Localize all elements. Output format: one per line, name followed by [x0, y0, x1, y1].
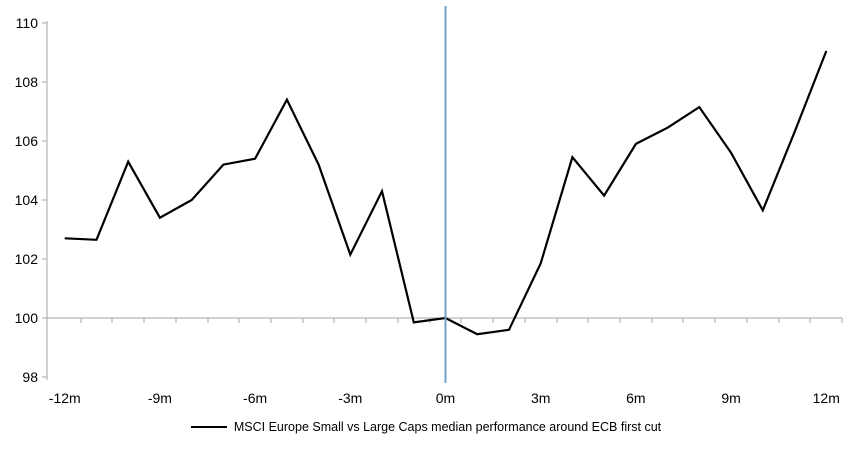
y-tick-label: 102: [15, 251, 39, 267]
legend: MSCI Europe Small vs Large Caps median p…: [0, 419, 852, 435]
y-tick-label: 104: [15, 192, 39, 208]
y-tick-label: 108: [15, 74, 39, 90]
x-tick-label: 3m: [531, 390, 550, 406]
y-tick-label: 110: [16, 15, 39, 31]
plot-area: 98 100 102 104 106 108 110 -12m -9m -6m -3m 0m 3m 6m 9…: [15, 6, 843, 406]
x-tick-label: 6m: [626, 390, 645, 406]
x-tick-label: 12m: [813, 390, 840, 406]
y-tick-label: 98: [22, 369, 38, 385]
y-tick-label: 100: [15, 310, 39, 326]
legend-label: MSCI Europe Small vs Large Caps median p…: [233, 420, 662, 434]
legend-line-swatch-icon: [190, 426, 227, 428]
x-tick-label: -9m: [148, 390, 172, 406]
x-tick-label: 0m: [436, 390, 455, 406]
x-tick-label: -3m: [338, 390, 362, 406]
y-tick-label: 106: [15, 133, 39, 149]
x-tick-label: -6m: [243, 390, 267, 406]
x-tick-label: 9m: [721, 390, 740, 406]
x-tick-label: -12m: [49, 390, 81, 406]
